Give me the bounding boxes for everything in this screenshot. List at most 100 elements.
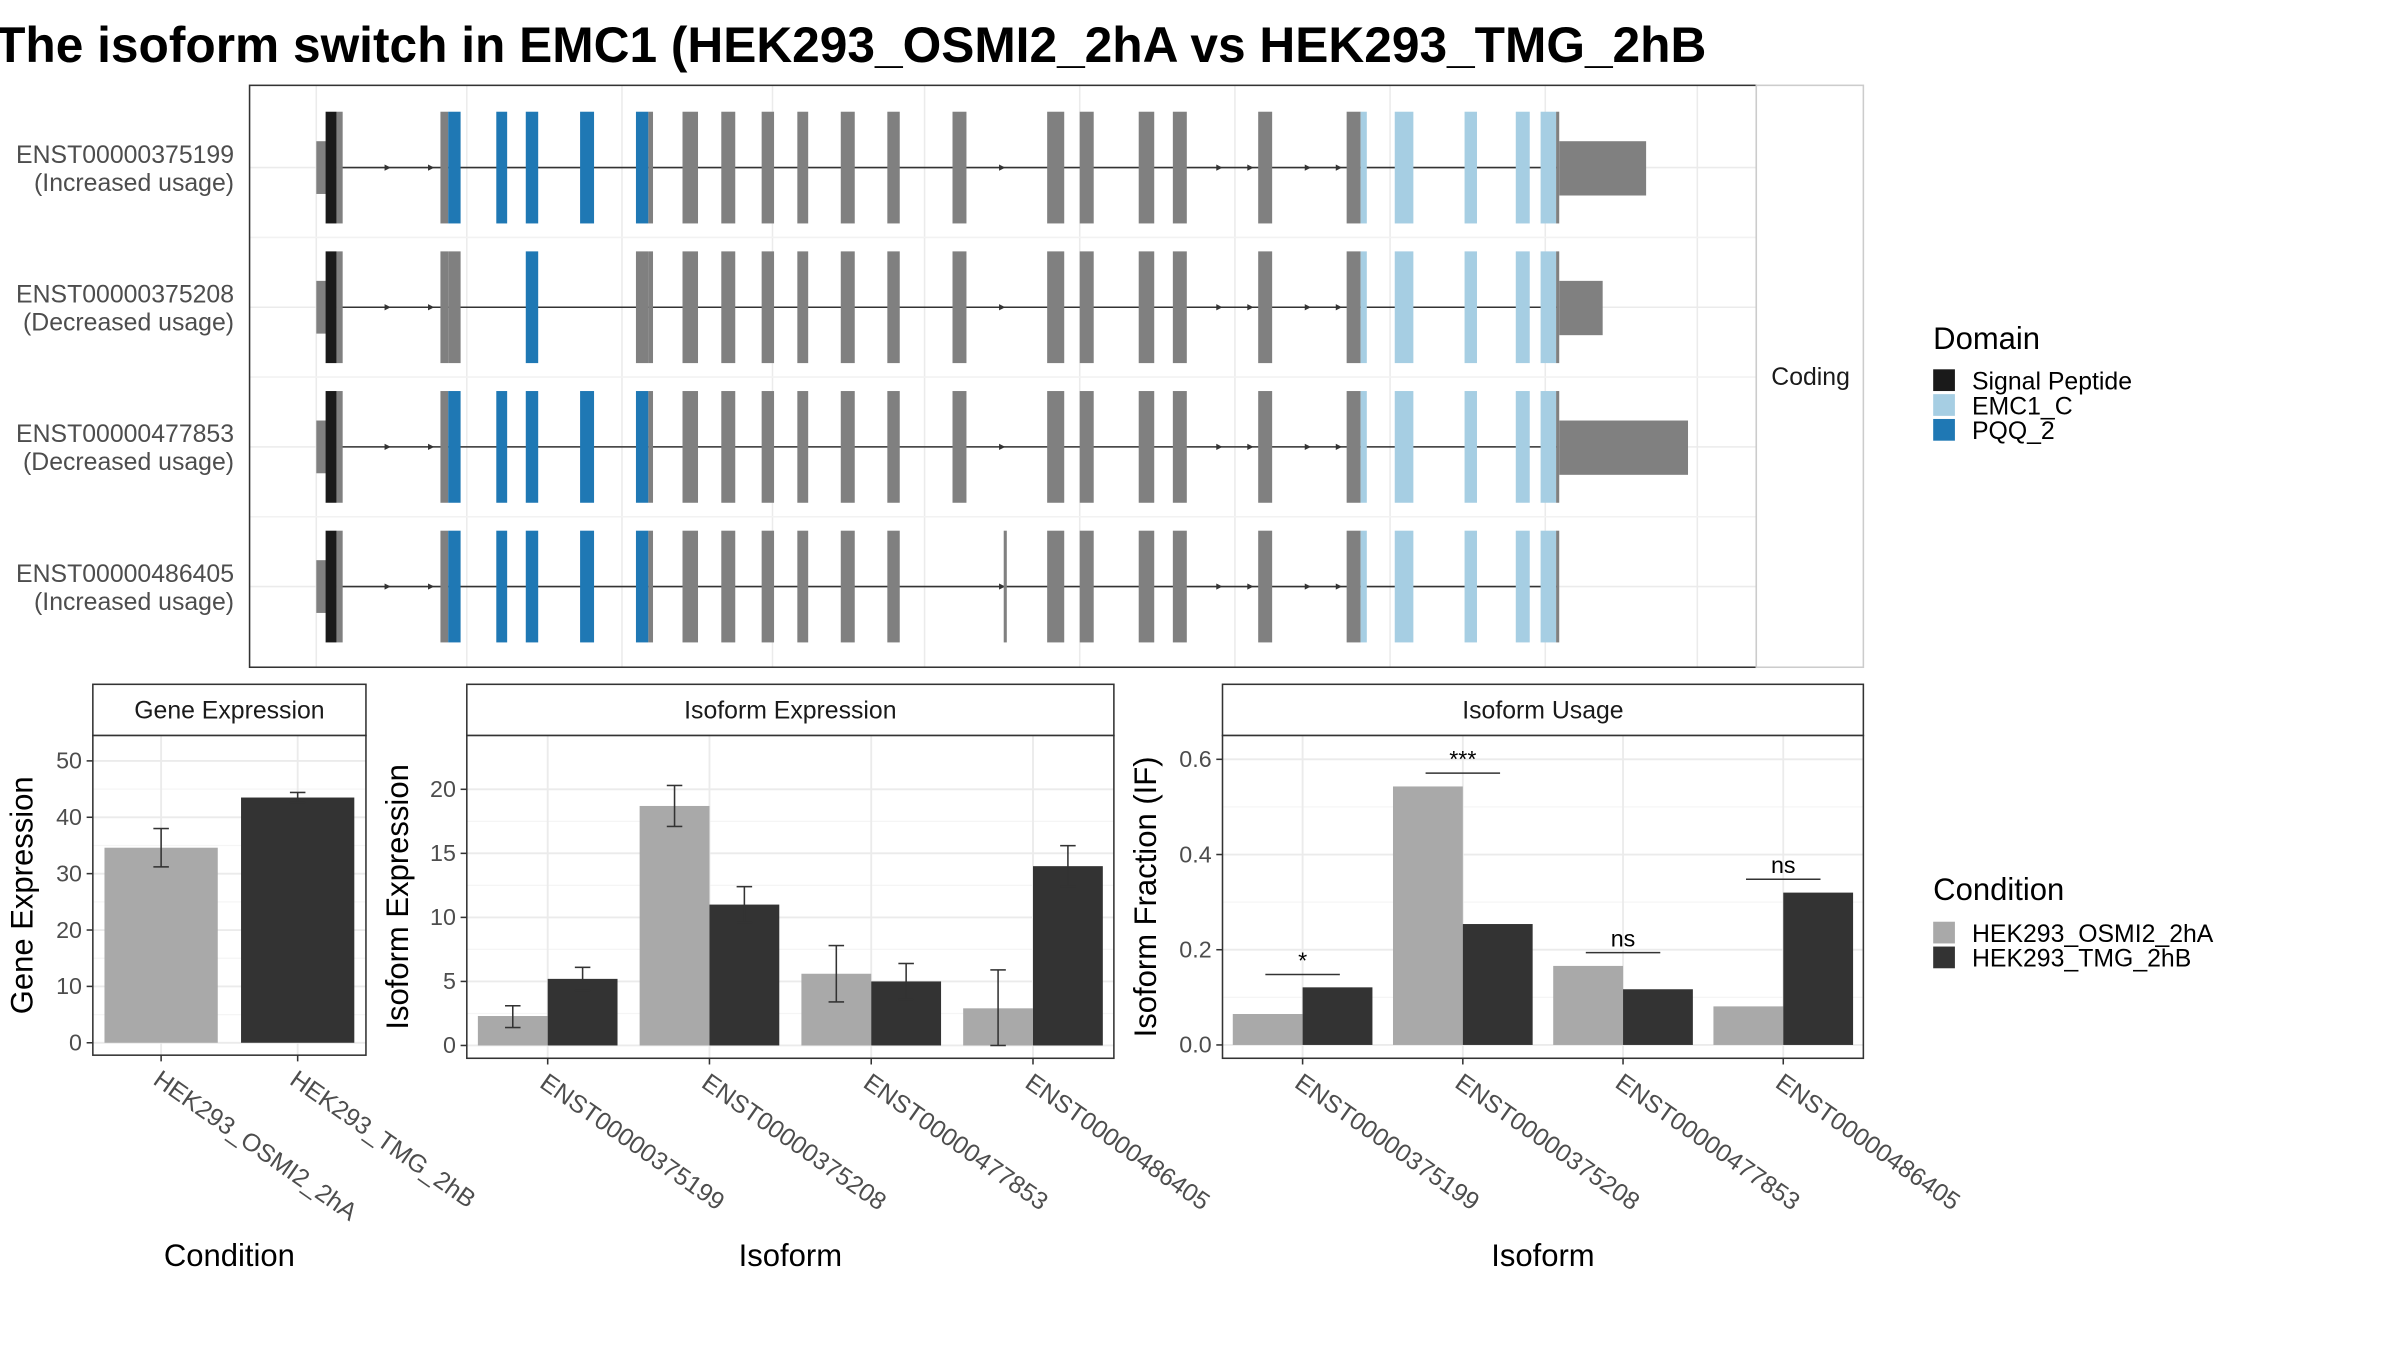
legend-label: PQQ_2 — [1972, 418, 2055, 445]
panel-strip — [466, 683, 1115, 737]
strand-arrow — [1247, 304, 1254, 311]
exon-block — [336, 251, 343, 364]
exon-block — [721, 111, 736, 224]
x-axis-title: Isoform — [739, 1238, 842, 1273]
y-tick-label: 0 — [443, 1032, 456, 1058]
legend-label: HEK293_TMG_2hB — [1972, 946, 2191, 973]
exon-block — [682, 111, 699, 224]
exon-block — [1464, 530, 1477, 643]
exon-block — [496, 530, 508, 643]
exon-block — [648, 111, 654, 224]
legend-label: Signal Peptide — [1972, 368, 2132, 395]
exon-block — [325, 251, 337, 364]
strand-arrow — [384, 304, 391, 311]
strand-arrow — [1304, 304, 1311, 311]
strand-arrow — [1335, 443, 1342, 450]
exon-block — [635, 251, 649, 364]
exon-block — [336, 530, 343, 643]
exon-block — [1047, 391, 1065, 503]
exon-block — [1540, 391, 1557, 503]
exon-block — [648, 530, 654, 643]
isoform-usage-panel: Isoform Usage****nsns0.00.20.40.6ENST000… — [1128, 683, 1965, 1273]
exon-block — [1556, 111, 1560, 224]
exon-block — [682, 530, 699, 643]
exon-block — [1047, 111, 1065, 224]
isoform-expression-panel: Isoform Expression05101520ENST0000037519… — [380, 683, 1214, 1273]
y-tick-label: 20 — [56, 917, 82, 943]
exon-block — [1360, 251, 1367, 364]
strand-arrow — [428, 304, 435, 311]
exon-block — [525, 111, 539, 224]
transcript-usage-label: (Increased usage) — [34, 170, 234, 197]
significance-label: *** — [1449, 746, 1476, 772]
bar — [709, 904, 780, 1046]
transcript-row: ENST00000375208(Decreased usage) — [16, 251, 1603, 364]
utr3-block — [1559, 420, 1689, 475]
transcript-id-label: ENST00000477853 — [16, 421, 234, 448]
exon-block — [325, 391, 337, 503]
exon-block — [496, 391, 508, 503]
legend-label: EMC1_C — [1972, 393, 2073, 420]
exon-block — [761, 391, 775, 503]
exon-block — [635, 391, 649, 503]
y-tick-label: 0.0 — [1179, 1032, 1211, 1058]
strand-arrow — [384, 443, 391, 450]
y-tick-label: 10 — [56, 973, 82, 999]
exon-block — [1515, 391, 1530, 503]
exon-block — [1394, 530, 1414, 643]
utr3-block — [1559, 280, 1603, 336]
utr5-block — [316, 141, 328, 194]
exon-block — [1540, 530, 1557, 643]
legend-label: HEK293_OSMI2_2hA — [1972, 921, 2214, 948]
strand-arrow — [384, 164, 391, 171]
exon-block — [761, 111, 775, 224]
exon-block — [580, 530, 595, 643]
structure-panel-bg — [249, 85, 1757, 668]
utr5-block — [316, 420, 328, 474]
exon-block — [440, 391, 449, 503]
significance-label: ns — [1771, 852, 1796, 878]
exon-block — [580, 391, 595, 503]
panel-title: Gene Expression — [134, 697, 324, 724]
x-axis-title: Condition — [164, 1238, 295, 1273]
transcript-row: ENST00000486405(Increased usage) — [16, 530, 1560, 643]
strand-arrow — [1335, 164, 1342, 171]
exon-block — [1394, 251, 1414, 364]
exon-block — [1258, 391, 1273, 503]
strand-arrow — [999, 443, 1006, 450]
exon-block — [440, 111, 449, 224]
bar — [1392, 786, 1463, 1045]
utr5-block — [316, 280, 328, 334]
exon-block — [1138, 251, 1155, 364]
strand-arrow — [428, 164, 435, 171]
y-tick-label: 30 — [56, 860, 82, 886]
exon-block — [797, 251, 809, 364]
exon-block — [797, 530, 809, 643]
exon-block — [1515, 251, 1530, 364]
bar — [1783, 892, 1854, 1045]
exon-block — [1003, 530, 1007, 643]
y-tick-label: 0.2 — [1179, 936, 1211, 962]
exon-block — [1138, 530, 1155, 643]
legend-key — [1933, 394, 1955, 416]
panel-border — [92, 734, 367, 1056]
exon-block — [635, 530, 649, 643]
strand-arrow — [428, 583, 435, 590]
exon-block — [1172, 391, 1187, 503]
exon-block — [761, 530, 775, 643]
exon-block — [1172, 530, 1187, 643]
x-axis-title: Isoform — [1491, 1238, 1594, 1273]
bar — [639, 805, 710, 1046]
transcript-id-label: ENST00000375199 — [16, 142, 234, 169]
strand-arrow — [999, 164, 1006, 171]
bar — [1032, 866, 1103, 1046]
exon-block — [1360, 111, 1367, 224]
strand-arrow — [1216, 304, 1223, 311]
exon-block — [887, 530, 900, 643]
exon-block — [325, 111, 337, 224]
utr5-block — [316, 560, 328, 613]
panel-border — [1221, 734, 1865, 1060]
exon-block — [1556, 530, 1560, 643]
bar — [1623, 989, 1693, 1045]
bar — [1553, 965, 1624, 1045]
